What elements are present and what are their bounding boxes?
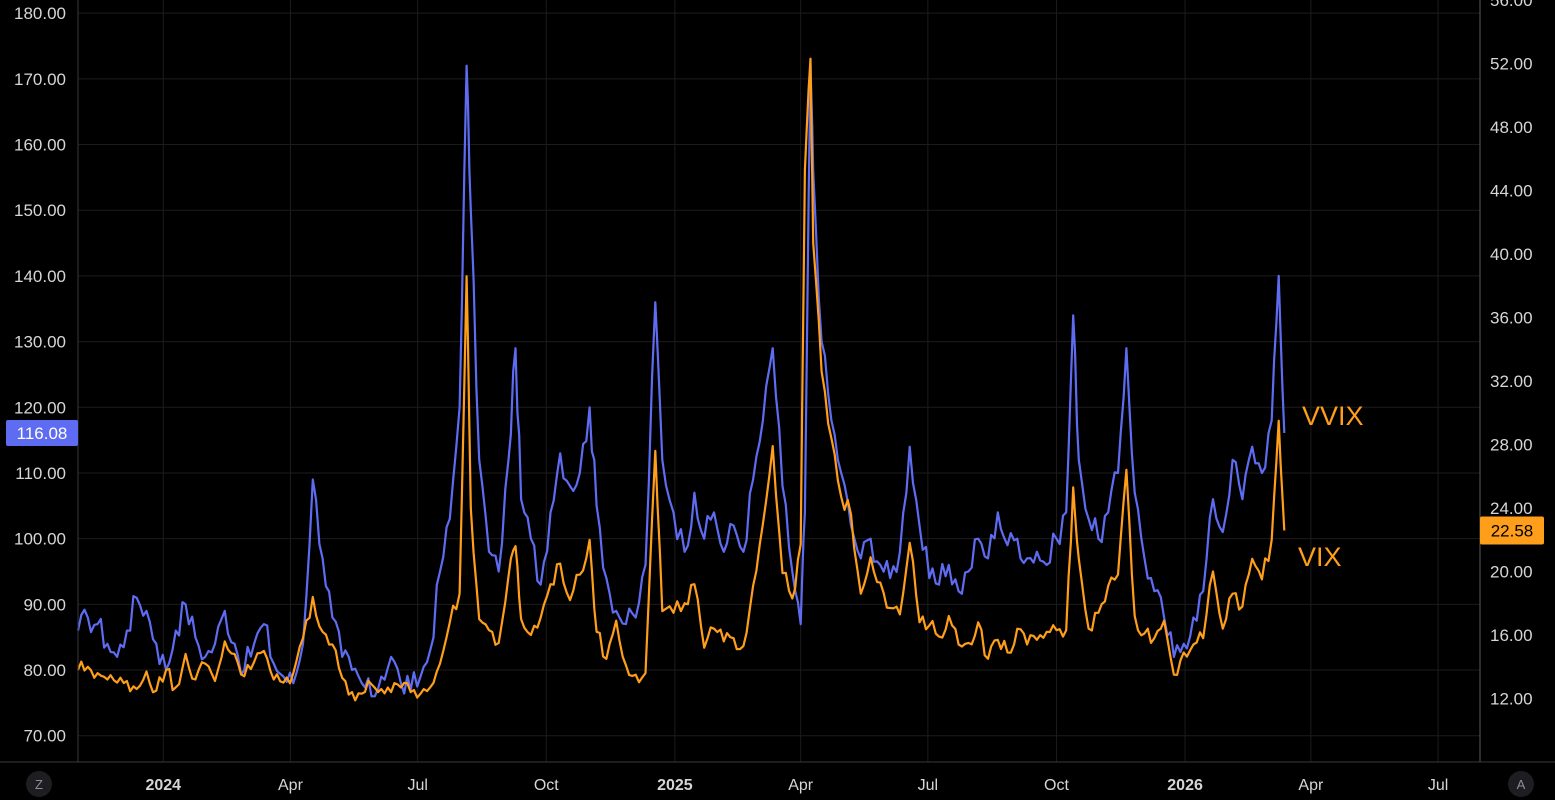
x-tick-label: 2024 (145, 777, 181, 794)
last-value-label-vvix: 116.08 (17, 424, 68, 443)
x-tick-label: 2026 (1167, 777, 1203, 794)
left-tick-label: 100.00 (14, 530, 66, 549)
left-tick-label: 180.00 (14, 4, 66, 23)
right-tick-label: 32.00 (1490, 372, 1533, 391)
left-tick-label: 140.00 (14, 267, 66, 286)
right-tick-label: 12.00 (1490, 690, 1533, 709)
axes (0, 0, 1555, 763)
x-tick-label: Jul (918, 777, 938, 794)
right-tick-label: 16.00 (1490, 626, 1533, 645)
timezone-button[interactable]: Z (26, 771, 52, 797)
last-value-badge-vvix (6, 420, 78, 447)
left-tick-label: 150.00 (14, 201, 66, 220)
right-tick-label: 52.00 (1490, 55, 1533, 74)
x-tick-label: Apr (278, 777, 304, 794)
left-tick-label: 70.00 (23, 727, 66, 746)
series-lines (76, 57, 1286, 702)
right-tick-label: 44.00 (1490, 182, 1533, 201)
labels: 70.00 80.00 90.00 100.00 110.00 120.00 130.00 1… (6, 0, 1544, 794)
annotation-vvix: VVIX (1302, 401, 1364, 431)
last-value-badge-vix (1480, 516, 1544, 545)
left-tick-label: 120.00 (14, 398, 66, 417)
annotation-vix: VIX (1298, 542, 1342, 572)
right-tick-label: 28.00 (1490, 436, 1533, 455)
left-tick-label: 170.00 (14, 70, 66, 89)
x-tick-label: Jul (1428, 777, 1448, 794)
x-tick-label: Apr (788, 777, 814, 794)
right-tick-label: 24.00 (1490, 499, 1533, 518)
series-line-vvix (76, 64, 1286, 698)
left-tick-label: 80.00 (23, 661, 66, 680)
x-tick-label: 2025 (657, 777, 693, 794)
x-tick-label: Jul (407, 777, 427, 794)
last-value-label-vix: 22.58 (1491, 522, 1534, 541)
x-tick-label: Oct (534, 777, 559, 794)
x-tick-label: Apr (1298, 777, 1324, 794)
left-tick-label: 90.00 (23, 595, 66, 614)
right-tick-label: 48.00 (1490, 118, 1533, 137)
auto-scale-button[interactable]: A (1508, 771, 1534, 797)
series-line-vix (76, 57, 1286, 702)
x-tick-label: Oct (1044, 777, 1069, 794)
right-tick-label: 56.00 (1490, 0, 1533, 10)
left-tick-label: 160.00 (14, 136, 66, 155)
left-tick-label: 130.00 (14, 333, 66, 352)
right-tick-label: 36.00 (1490, 309, 1533, 328)
grid-lines (78, 0, 1480, 762)
right-tick-label: 20.00 (1490, 563, 1533, 582)
right-tick-label: 40.00 (1490, 245, 1533, 264)
left-tick-label: 110.00 (15, 464, 66, 483)
